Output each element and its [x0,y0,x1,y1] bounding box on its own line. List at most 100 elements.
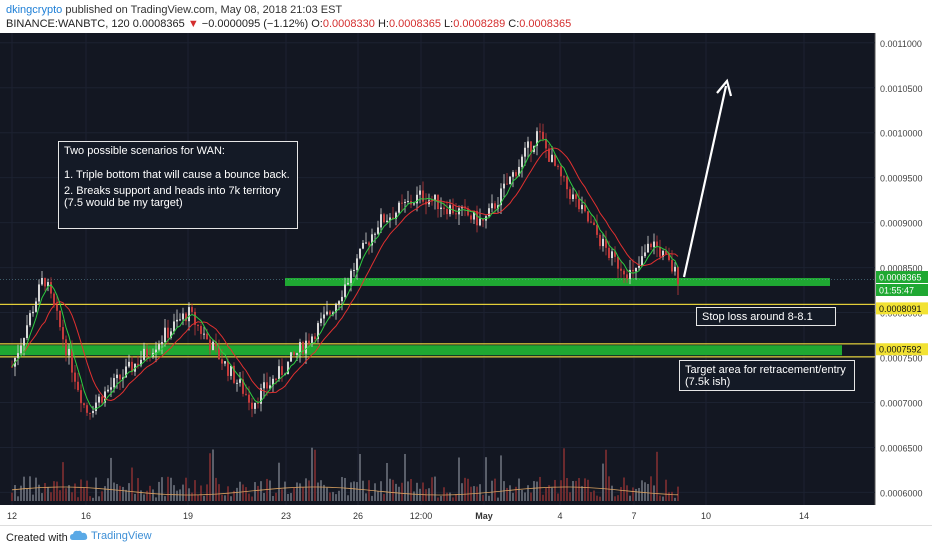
candle-body [548,148,550,162]
candle-body [131,361,133,372]
candle [653,233,655,255]
candle-body [74,372,76,382]
volume-bar [86,480,88,501]
candle-body [497,205,499,209]
tradingview-cloud-icon [70,530,88,541]
candle-body [119,374,121,380]
volume-bar [143,494,145,501]
candle-body [521,156,523,167]
candle [587,211,589,224]
volume-bar [443,487,445,501]
volume-bar [407,481,409,501]
candle-body [368,242,370,246]
tradingview-link[interactable]: TradingView [70,530,152,542]
candle [281,358,283,382]
candle [551,146,553,163]
x-tick-label: 26 [353,511,363,521]
volume-bar [353,481,355,501]
volume-bar [14,485,16,501]
candle [164,318,166,347]
target-text: Target area for retracement/entry (7.5k … [685,364,846,388]
volume-bar [491,480,493,501]
candle [182,307,184,326]
candle [407,190,409,204]
candle [650,242,652,251]
candle [236,379,238,392]
volume-bar [365,493,367,501]
candle-body [125,366,127,378]
candle [482,218,484,228]
candle-body [170,331,172,338]
volume-bar [347,495,349,501]
volume-bar [161,477,163,501]
volume-bar [623,477,625,501]
candle-body [407,200,409,202]
candle [575,193,577,208]
volume-bar [578,478,580,501]
candle-body [452,205,454,214]
candle-body [266,382,268,389]
candle-body [155,349,157,353]
volume-bar [545,487,547,501]
current-price-tag: 0.0008365 [876,270,928,283]
candle-body [635,267,637,272]
x-tick-label: 12:00 [410,511,433,521]
volume-bar [350,482,352,501]
stop-loss-line [0,303,875,305]
volume-bar [593,490,595,501]
candle [230,364,232,380]
candle-body [494,203,496,209]
volume-bar [449,492,451,501]
volume-bar [374,483,376,501]
volume-bar [266,478,268,501]
candle-body [545,139,547,149]
candle [218,339,220,360]
candle [614,246,616,263]
candle-body [638,265,640,268]
candle-body [500,188,502,206]
candle-body [554,154,556,166]
candle-body [47,282,49,287]
author-link[interactable]: dkingcrypto [6,4,63,16]
candle-body [227,361,229,376]
candle [20,338,22,355]
volume-bar [260,481,262,501]
candle-body [566,176,568,190]
x-tick-label: 14 [799,511,809,521]
candle-body [401,202,403,204]
volume-bar [317,482,319,501]
candle [266,372,268,396]
volume-bar [314,449,316,501]
candle [662,249,664,261]
candle-body [293,352,295,355]
volume-bar [521,489,523,501]
candle-body [53,293,55,305]
volume-bar [479,484,481,501]
y-tick-label: 0.0011000 [880,39,922,49]
candle-body [128,361,130,367]
volume-bar [38,484,40,501]
candle [104,386,106,407]
candle-body [251,402,253,409]
volume-bar [278,462,280,501]
candle [509,175,511,185]
volume-bar [542,494,544,501]
candle [512,170,514,188]
price-chart[interactable]: 0.0011000 0.0010500 0.0010000 0.0009500 0.00… [0,33,932,525]
volume-bar [230,496,232,501]
volume-bar [638,487,640,501]
x-tick-label: 19 [183,511,193,521]
close-label: C: [508,18,520,30]
volume-bar [461,483,463,501]
candle [203,326,205,340]
publish-line: dkingcrypto published on TradingView.com… [6,4,342,16]
candle-body [200,325,202,334]
candle-body [185,313,187,322]
y-tick-label: 0.0006500 [880,443,923,453]
volume-bar [329,492,331,501]
candle [17,344,19,366]
candle [275,377,277,385]
candle-body [617,256,619,269]
candle [86,402,88,417]
candle [542,123,544,142]
